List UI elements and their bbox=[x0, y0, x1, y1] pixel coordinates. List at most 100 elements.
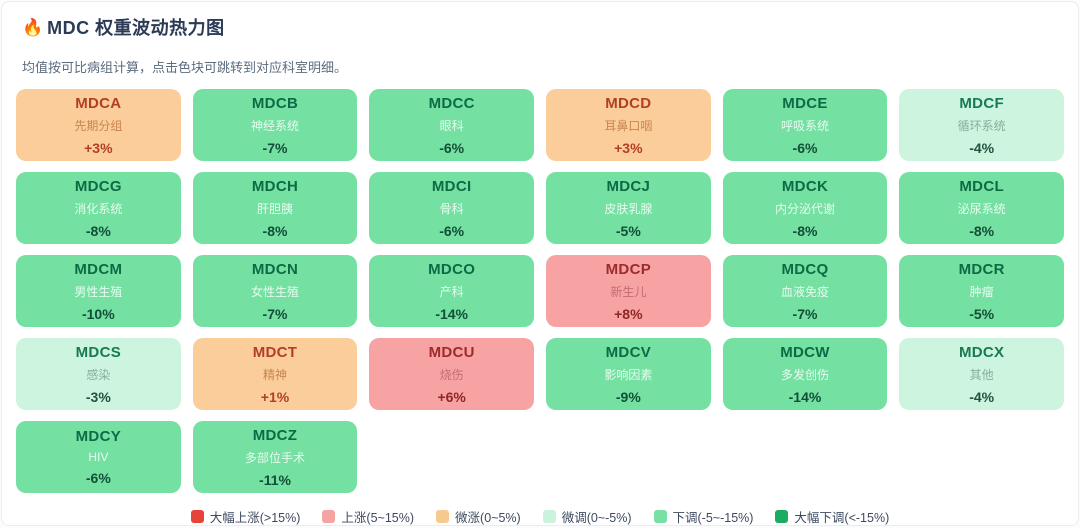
mdc-name: 循环系统 bbox=[957, 118, 1006, 133]
legend-item-micro_up: 微涨(0~5%) bbox=[436, 507, 521, 526]
mdc-code: MDCV bbox=[605, 343, 652, 361]
mdc-tile-MDCQ[interactable]: MDCQ 血液免疫 -7% bbox=[722, 255, 888, 327]
mdc-name: 肝胆胰 bbox=[256, 201, 293, 216]
mdc-value: -4% bbox=[969, 388, 995, 405]
mdc-tile-MDCX[interactable]: MDCX 其他 -4% bbox=[899, 338, 1064, 410]
mdc-code: MDCS bbox=[75, 343, 122, 361]
legend-label: 大幅上涨(>15%) bbox=[209, 511, 301, 525]
legend-swatch-up bbox=[322, 510, 336, 523]
mdc-code: MDCP bbox=[605, 260, 652, 278]
mdc-tile-MDCC[interactable]: MDCC 眼科 -6% bbox=[369, 89, 534, 161]
legend-item-micro_down: 微调(0~-5%) bbox=[542, 507, 632, 526]
mdc-code: MDCO bbox=[428, 260, 476, 278]
mdc-value: +3% bbox=[614, 139, 643, 156]
fire-icon: 🔥 bbox=[22, 17, 44, 37]
mdc-tile-MDCF[interactable]: MDCF 循环系统 -4% bbox=[899, 89, 1064, 161]
mdc-code: MDCB bbox=[251, 94, 299, 112]
mdc-code: MDCN bbox=[251, 260, 299, 278]
mdc-name: 耳鼻口咽 bbox=[604, 118, 653, 133]
mdc-value: -8% bbox=[792, 222, 818, 239]
mdc-code: MDCF bbox=[959, 94, 1004, 112]
mdc-code: MDCW bbox=[780, 343, 830, 361]
legend-item-strong_up: 大幅上涨(>15%) bbox=[190, 507, 301, 526]
mdc-tile-MDCJ[interactable]: MDCJ 皮肤乳腺 -5% bbox=[546, 172, 711, 244]
mdc-code: MDCK bbox=[781, 177, 829, 195]
mdc-name: 眼科 bbox=[439, 118, 464, 133]
mdc-code: MDCQ bbox=[781, 260, 829, 278]
mdc-name: 其他 bbox=[969, 367, 994, 382]
mdc-code: MDCD bbox=[605, 94, 652, 112]
mdc-value: -7% bbox=[262, 139, 288, 156]
mdc-value: -7% bbox=[792, 305, 818, 322]
mdc-tile-MDCA[interactable]: MDCA 先期分组 +3% bbox=[16, 89, 181, 161]
mdc-tile-MDCW[interactable]: MDCW 多发创伤 -14% bbox=[722, 338, 888, 410]
mdc-tile-MDCP[interactable]: MDCP 新生儿 +8% bbox=[546, 255, 711, 327]
mdc-value: +8% bbox=[614, 305, 643, 322]
mdc-code: MDCA bbox=[75, 94, 122, 112]
mdc-name: 女性生殖 bbox=[250, 284, 299, 299]
mdc-value: -6% bbox=[439, 139, 465, 156]
mdc-name: 新生儿 bbox=[610, 284, 647, 299]
mdc-tile-MDCO[interactable]: MDCO 产科 -14% bbox=[369, 255, 534, 327]
mdc-value: -6% bbox=[85, 470, 111, 486]
mdc-tile-MDCD[interactable]: MDCD 耳鼻口咽 +3% bbox=[546, 89, 711, 161]
mdc-value: +3% bbox=[84, 139, 113, 156]
legend-label: 大幅下调(<-15%) bbox=[794, 511, 890, 525]
mdc-name: 皮肤乳腺 bbox=[604, 201, 653, 216]
card-header: 🔥 MDC 权重波动热力图 bbox=[16, 14, 1064, 40]
mdc-tile-MDCR[interactable]: MDCR 肿瘤 -5% bbox=[899, 255, 1064, 327]
mdc-tile-MDCE[interactable]: MDCE 呼吸系统 -6% bbox=[722, 89, 888, 161]
legend-item-strong_down: 大幅下调(<-15%) bbox=[775, 507, 889, 526]
mdc-name: 消化系统 bbox=[74, 201, 123, 216]
mdc-code: MDCH bbox=[251, 177, 299, 195]
mdc-tile-MDCZ[interactable]: MDCZ 多部位手术 -11% bbox=[192, 421, 358, 493]
mdc-name: 肿瘤 bbox=[969, 284, 994, 299]
mdc-heatmap-grid: MDCA 先期分组 +3% MDCB 神经系统 -7% MDCC 眼科 -6% MDCD 耳鼻口咽 +… bbox=[16, 89, 1064, 493]
legend-swatch-strong_down bbox=[775, 510, 789, 523]
legend-swatch-micro_down bbox=[542, 510, 556, 523]
mdc-code: MDCG bbox=[74, 177, 122, 195]
mdc-tile-MDCS[interactable]: MDCS 感染 -3% bbox=[16, 338, 181, 410]
mdc-value: -3% bbox=[85, 388, 111, 405]
mdc-value: -10% bbox=[81, 305, 115, 322]
legend-item-up: 上涨(5~15%) bbox=[322, 507, 414, 526]
mdc-value: -8% bbox=[262, 222, 288, 239]
mdc-value: -5% bbox=[615, 222, 641, 239]
mdc-name: 内分泌代谢 bbox=[774, 201, 835, 216]
mdc-code: MDCT bbox=[252, 343, 298, 361]
mdc-tile-MDCV[interactable]: MDCV 影响因素 -9% bbox=[546, 338, 711, 410]
mdc-value: -8% bbox=[85, 222, 111, 239]
legend-label: 下调(-5~-15%) bbox=[672, 511, 754, 525]
mdc-tile-MDCB[interactable]: MDCB 神经系统 -7% bbox=[192, 89, 358, 161]
mdc-value: -9% bbox=[615, 388, 641, 405]
mdc-tile-MDCL[interactable]: MDCL 泌尿系统 -8% bbox=[899, 172, 1064, 244]
mdc-name: 烧伤 bbox=[439, 367, 464, 382]
mdc-tile-MDCU[interactable]: MDCU 烧伤 +6% bbox=[369, 338, 534, 410]
mdc-value: +6% bbox=[437, 388, 466, 405]
mdc-tile-MDCK[interactable]: MDCK 内分泌代谢 -8% bbox=[722, 172, 888, 244]
mdc-name: 多部位手术 bbox=[244, 450, 305, 465]
mdc-name: 神经系统 bbox=[250, 118, 299, 133]
mdc-name: 多发创伤 bbox=[780, 367, 829, 382]
mdc-tile-MDCM[interactable]: MDCM 男性生殖 -10% bbox=[16, 255, 181, 327]
mdc-value: -4% bbox=[969, 139, 995, 156]
mdc-code: MDCY bbox=[75, 428, 122, 445]
mdc-tile-MDCI[interactable]: MDCI 骨科 -6% bbox=[369, 172, 534, 244]
mdc-code: MDCC bbox=[428, 94, 475, 112]
mdc-name: 产科 bbox=[439, 284, 464, 299]
mdc-code: MDCI bbox=[431, 177, 472, 195]
mdc-tile-MDCG[interactable]: MDCG 消化系统 -8% bbox=[16, 172, 181, 244]
mdc-tile-MDCN[interactable]: MDCN 女性生殖 -7% bbox=[192, 255, 358, 327]
mdc-value: -5% bbox=[969, 305, 995, 322]
mdc-tile-MDCT[interactable]: MDCT 精神 +1% bbox=[192, 338, 358, 410]
page-title: MDC 权重波动热力图 bbox=[47, 18, 225, 38]
mdc-value: -8% bbox=[969, 222, 995, 239]
legend-label: 微调(0~-5%) bbox=[561, 511, 632, 525]
legend-swatch-down bbox=[653, 510, 667, 523]
mdc-name: 男性生殖 bbox=[74, 284, 123, 299]
mdc-tile-MDCH[interactable]: MDCH 肝胆胰 -8% bbox=[192, 172, 358, 244]
mdc-value: -6% bbox=[792, 139, 818, 156]
mdc-value: -14% bbox=[435, 305, 468, 322]
mdc-tile-MDCY[interactable]: MDCY HIV -6% bbox=[16, 421, 181, 493]
card-subtitle: 均值按可比病组计算，点击色块可跳转到对应科室明细。 bbox=[22, 60, 348, 75]
